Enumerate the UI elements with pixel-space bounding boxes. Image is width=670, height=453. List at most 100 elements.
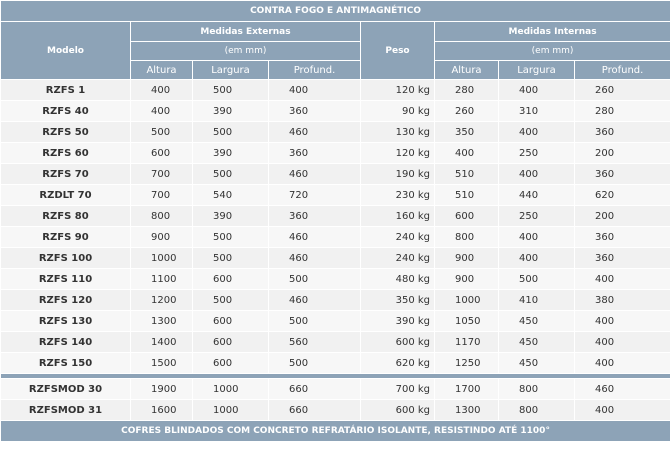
int-cell: 250 (498, 142, 575, 164)
ext-cell: 600 (130, 142, 193, 164)
ext-cell: 1400 (130, 331, 193, 353)
peso-cell: 700 kg (360, 378, 435, 400)
model-cell: RZFS 70 (0, 163, 131, 185)
ext-cell: 800 (130, 205, 193, 227)
ext-cell: 500 (268, 310, 361, 332)
ext-cell: 390 (192, 100, 269, 122)
ext-cell: 560 (268, 331, 361, 353)
int-cell: 600 (434, 205, 499, 227)
int-cell: 310 (498, 100, 575, 122)
int-cell: 400 (498, 121, 575, 143)
specs-table: CONTRA FOGO E ANTIMAGNÉTICO Modelo Medid… (0, 0, 670, 442)
ext-cell: 660 (268, 378, 361, 400)
int-cell: 400 (434, 142, 499, 164)
int-cell: 510 (434, 163, 499, 185)
ext-cell: 1000 (130, 247, 193, 269)
header-externas-unit: (em mm) (130, 41, 361, 61)
table-row: RZFS 150 1500 600 500 620 kg 1250 450 400 (0, 352, 670, 374)
int-cell: 1000 (434, 289, 499, 311)
int-cell: 1700 (434, 378, 499, 400)
subheader-ext-largura: Largura (192, 60, 269, 80)
table-footer: COFRES BLINDADOS COM CONCRETO REFRATÁRIO… (0, 420, 670, 442)
table-row: RZFS 90 900 500 460 240 kg 800 400 360 (0, 226, 670, 248)
int-cell: 280 (573, 100, 670, 122)
model-cell: RZFS 50 (0, 121, 131, 143)
model-cell: RZFS 120 (0, 289, 131, 311)
table-row: RZFSMOD 31 1600 1000 660 600 kg 1300 800 400 (0, 399, 670, 421)
ext-cell: 660 (268, 399, 361, 421)
ext-cell: 1300 (130, 310, 193, 332)
int-cell: 900 (434, 268, 499, 290)
ext-cell: 1100 (130, 268, 193, 290)
table-row: RZFS 40 400 390 360 90 kg 260 310 280 (0, 100, 670, 122)
int-cell: 360 (573, 121, 670, 143)
table-row: RZFS 50 500 500 460 130 kg 350 400 360 (0, 121, 670, 143)
int-cell: 250 (498, 205, 575, 227)
peso-cell: 600 kg (360, 331, 435, 353)
table-row: RZFS 110 1100 600 500 480 kg 900 500 400 (0, 268, 670, 290)
ext-cell: 600 (192, 352, 269, 374)
ext-cell: 600 (192, 268, 269, 290)
ext-cell: 400 (130, 100, 193, 122)
model-cell: RZFS 100 (0, 247, 131, 269)
model-cell: RZFS 130 (0, 310, 131, 332)
int-cell: 620 (573, 184, 670, 206)
ext-cell: 1200 (130, 289, 193, 311)
model-cell: RZFS 90 (0, 226, 131, 248)
int-cell: 400 (498, 226, 575, 248)
int-cell: 200 (573, 205, 670, 227)
int-cell: 400 (498, 247, 575, 269)
int-cell: 800 (434, 226, 499, 248)
subheader-int-largura: Largura (498, 60, 575, 80)
peso-cell: 90 kg (360, 100, 435, 122)
subheader-int-altura: Altura (434, 60, 499, 80)
ext-cell: 500 (192, 79, 269, 101)
ext-cell: 400 (130, 79, 193, 101)
ext-cell: 360 (268, 100, 361, 122)
int-cell: 350 (434, 121, 499, 143)
int-cell: 800 (498, 378, 575, 400)
int-cell: 360 (573, 163, 670, 185)
int-cell: 460 (573, 378, 670, 400)
ext-cell: 1000 (192, 399, 269, 421)
int-cell: 450 (498, 352, 575, 374)
header-modelo: Modelo (0, 21, 131, 80)
int-cell: 400 (498, 163, 575, 185)
table-row: RZDLT 70 700 540 720 230 kg 510 440 620 (0, 184, 670, 206)
table-row: RZFS 130 1300 600 500 390 kg 1050 450 400 (0, 310, 670, 332)
int-cell: 450 (498, 310, 575, 332)
int-cell: 1250 (434, 352, 499, 374)
peso-cell: 600 kg (360, 399, 435, 421)
int-cell: 900 (434, 247, 499, 269)
table-row: RZFS 1 400 500 400 120 kg 280 400 260 (0, 79, 670, 101)
int-cell: 1050 (434, 310, 499, 332)
table-row: RZFS 140 1400 600 560 600 kg 1170 450 400 (0, 331, 670, 353)
int-cell: 400 (573, 268, 670, 290)
int-cell: 440 (498, 184, 575, 206)
ext-cell: 460 (268, 226, 361, 248)
ext-cell: 720 (268, 184, 361, 206)
int-cell: 400 (573, 352, 670, 374)
ext-cell: 1900 (130, 378, 193, 400)
model-cell: RZFS 80 (0, 205, 131, 227)
int-cell: 1300 (434, 399, 499, 421)
table-row: RZFS 120 1200 500 460 350 kg 1000 410 380 (0, 289, 670, 311)
ext-cell: 500 (192, 121, 269, 143)
subheader-ext-altura: Altura (130, 60, 193, 80)
ext-cell: 1500 (130, 352, 193, 374)
peso-cell: 240 kg (360, 226, 435, 248)
peso-cell: 120 kg (360, 142, 435, 164)
ext-cell: 360 (268, 142, 361, 164)
int-cell: 400 (573, 331, 670, 353)
int-cell: 200 (573, 142, 670, 164)
ext-cell: 500 (192, 247, 269, 269)
ext-cell: 500 (130, 121, 193, 143)
int-cell: 360 (573, 226, 670, 248)
peso-cell: 390 kg (360, 310, 435, 332)
ext-cell: 1000 (192, 378, 269, 400)
ext-cell: 360 (268, 205, 361, 227)
ext-cell: 500 (268, 268, 361, 290)
peso-cell: 120 kg (360, 79, 435, 101)
ext-cell: 900 (130, 226, 193, 248)
table-row: RZFS 70 700 500 460 190 kg 510 400 360 (0, 163, 670, 185)
